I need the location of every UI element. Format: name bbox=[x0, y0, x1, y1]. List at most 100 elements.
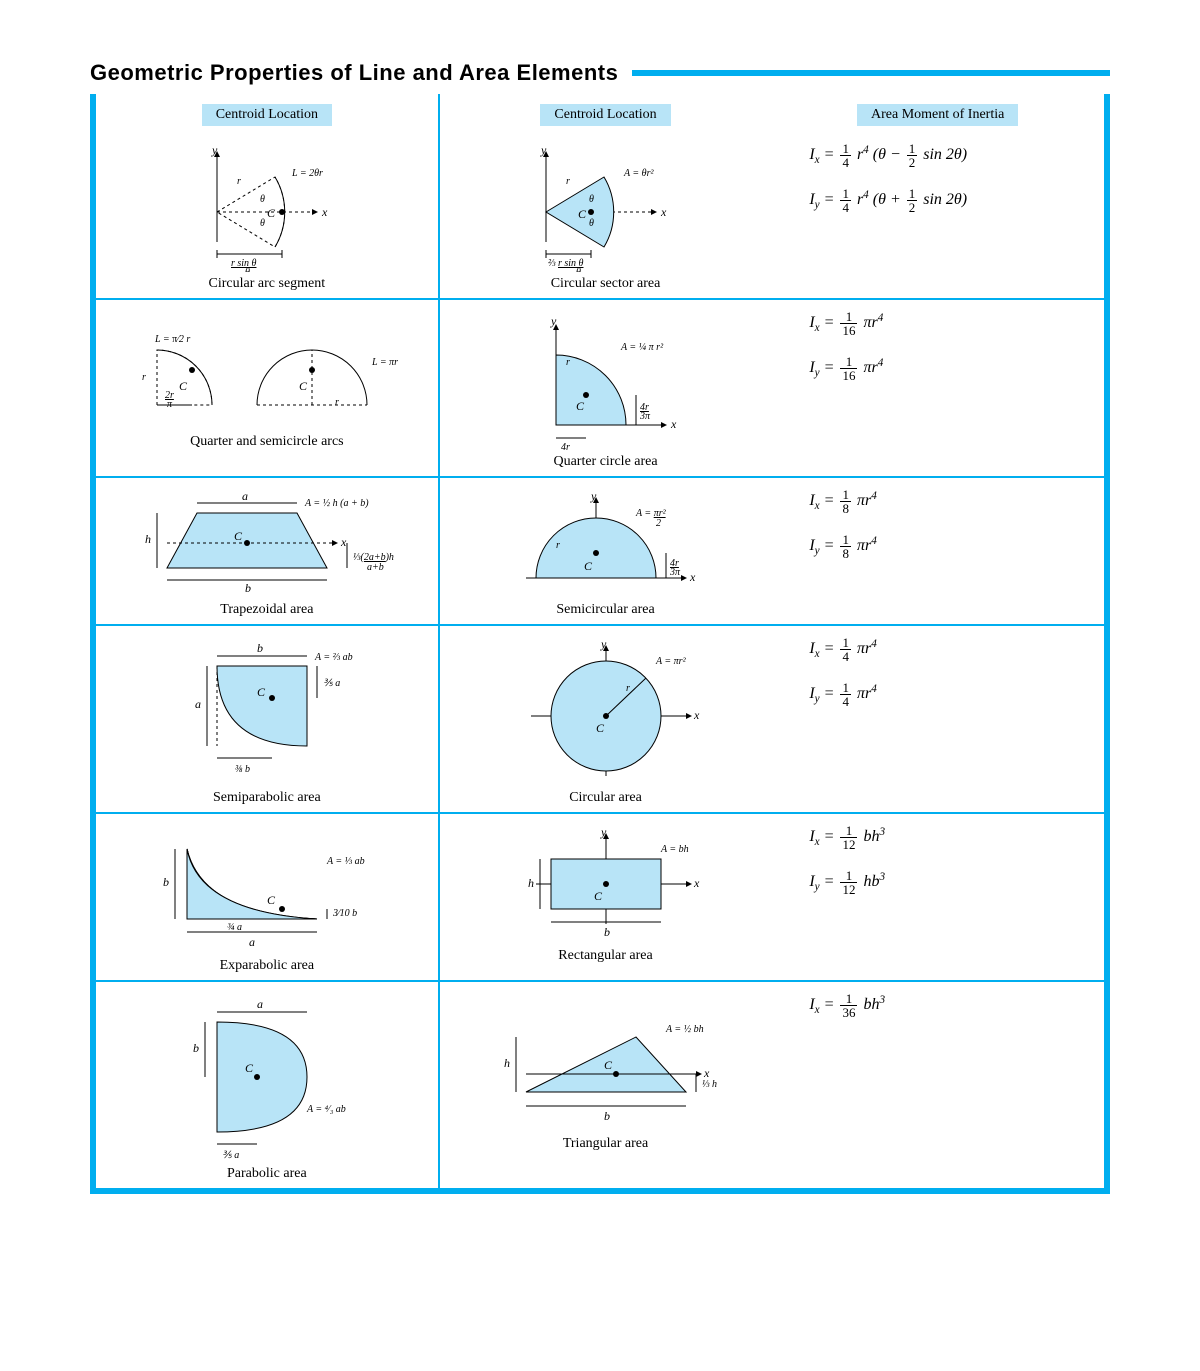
svg-text:2: 2 bbox=[656, 518, 661, 529]
fig-circular-sector: y x r θ θ C A = θr² ⅔ r sin θ bbox=[496, 142, 716, 272]
svg-text:4r: 4r bbox=[561, 442, 570, 450]
fig-circle-area: y x r C A = πr² bbox=[506, 636, 706, 786]
caption: Parabolic area bbox=[104, 1166, 430, 1182]
fig-quarter-semi-arcs: C L = π⁄2 r 2r π C r L = πr r bbox=[117, 310, 417, 430]
fig-circular-arc-segment: y x r θ θ C L = 2θr bbox=[157, 142, 377, 272]
svg-text:r: r bbox=[566, 176, 570, 187]
svg-text:θ: θ bbox=[589, 218, 594, 229]
inertia-formulas-2: Ix = 116 πr4 Iy = 116 πr4 bbox=[779, 310, 1096, 382]
svg-text:L = πr: L = πr bbox=[371, 357, 398, 368]
svg-text:C: C bbox=[604, 1058, 613, 1072]
svg-text:a: a bbox=[242, 489, 248, 503]
row-1: y x r θ θ C L = 2θr bbox=[96, 132, 1104, 299]
fig-triangle: x C h b A = ½ bh ⅓ h bbox=[486, 992, 726, 1132]
svg-text:A = θr²: A = θr² bbox=[623, 168, 654, 179]
svg-text:C: C bbox=[299, 379, 308, 393]
svg-text:y: y bbox=[600, 825, 607, 839]
svg-text:C: C bbox=[234, 529, 243, 543]
svg-text:b: b bbox=[604, 1109, 610, 1123]
col-header-3: Area Moment of Inertia bbox=[857, 104, 1018, 126]
svg-text:a: a bbox=[257, 997, 263, 1011]
inertia-formulas-6: Ix = 136 bh3 bbox=[779, 992, 1096, 1019]
col-header-2: Centroid Location bbox=[540, 104, 670, 126]
svg-text:r: r bbox=[626, 683, 630, 694]
svg-text:h: h bbox=[528, 876, 534, 890]
title-rule bbox=[632, 70, 1110, 76]
fig-trapezoid: C h a b x A = ½ h (a + b) ⅓(2a+b)h a+b bbox=[127, 488, 407, 598]
fig-rectangle: y x C h b A = bh bbox=[496, 824, 716, 944]
svg-text:C: C bbox=[245, 1061, 254, 1075]
svg-text:b: b bbox=[257, 641, 263, 655]
svg-text:⅓ h: ⅓ h bbox=[702, 1079, 717, 1090]
page-title: Geometric Properties of Line and Area El… bbox=[90, 60, 632, 86]
svg-text:b: b bbox=[245, 581, 251, 595]
svg-text:r: r bbox=[335, 397, 339, 408]
inertia-formulas-3: Ix = 18 πr4 Iy = 18 πr4 bbox=[779, 488, 1096, 560]
row-3: C h a b x A = ½ h (a + b) ⅓(2a+b)h a+b bbox=[96, 477, 1104, 625]
svg-text:A = ½ bh: A = ½ bh bbox=[665, 1024, 704, 1035]
svg-text:y: y bbox=[590, 489, 597, 503]
svg-text:⅗ a: ⅗ a bbox=[222, 1150, 239, 1161]
svg-text:C: C bbox=[594, 889, 603, 903]
caption: Circular area bbox=[448, 790, 764, 806]
svg-text:h: h bbox=[145, 532, 151, 546]
svg-text:a+b: a+b bbox=[367, 562, 384, 573]
row-6: C a b A = ⁴⁄₃ ab ⅗ a Parabolic area bbox=[96, 981, 1104, 1188]
col-header-1: Centroid Location bbox=[202, 104, 332, 126]
svg-text:θ: θ bbox=[260, 194, 265, 205]
caption: Exparabolic area bbox=[104, 958, 430, 974]
header-row: Centroid Location Centroid Location Area… bbox=[96, 94, 1104, 132]
svg-text:b: b bbox=[193, 1041, 199, 1055]
svg-text:r: r bbox=[556, 540, 560, 551]
svg-text:A = ⁴⁄₃ ab: A = ⁴⁄₃ ab bbox=[306, 1104, 346, 1115]
svg-text:x: x bbox=[689, 570, 696, 584]
svg-text:A = bh: A = bh bbox=[660, 844, 689, 855]
svg-text:b: b bbox=[163, 875, 169, 889]
svg-text:x: x bbox=[670, 417, 677, 431]
svg-text:L = π⁄2 r: L = π⁄2 r bbox=[154, 334, 190, 345]
svg-text:3π: 3π bbox=[669, 567, 681, 578]
caption: Circular arc segment bbox=[104, 276, 430, 292]
svg-text:θ: θ bbox=[576, 267, 581, 272]
inertia-formulas-4: Ix = 14 πr4 Iy = 14 πr4 bbox=[779, 636, 1096, 708]
svg-text:⅗ a: ⅗ a bbox=[323, 678, 340, 689]
svg-text:A = ⅓ ab: A = ⅓ ab bbox=[326, 856, 365, 867]
svg-text:x: x bbox=[321, 205, 328, 219]
svg-text:A = πr²: A = πr² bbox=[655, 656, 687, 667]
svg-text:r: r bbox=[142, 372, 146, 383]
svg-text:θ: θ bbox=[260, 218, 265, 229]
svg-text:a: a bbox=[195, 697, 201, 711]
fig-quarter-circle-area: y x C r A = ¼ π r² 4r 3π 4r 3π bbox=[506, 310, 706, 450]
properties-table: Centroid Location Centroid Location Area… bbox=[96, 94, 1104, 1188]
svg-text:A = πr²: A = πr² bbox=[635, 508, 667, 519]
svg-text:x: x bbox=[660, 205, 667, 219]
svg-text:C: C bbox=[267, 893, 276, 907]
svg-text:C: C bbox=[584, 559, 593, 573]
svg-text:θ: θ bbox=[589, 194, 594, 205]
caption: Rectangular area bbox=[448, 948, 764, 964]
svg-text:y: y bbox=[550, 314, 557, 328]
caption: Trapezoidal area bbox=[104, 602, 430, 618]
svg-text:y: y bbox=[540, 143, 547, 157]
svg-text:C: C bbox=[576, 399, 585, 413]
svg-text:L = 2θr: L = 2θr bbox=[291, 168, 323, 179]
svg-text:C: C bbox=[596, 721, 605, 735]
svg-text:r: r bbox=[566, 357, 570, 368]
caption: Quarter circle area bbox=[448, 454, 764, 470]
svg-text:C: C bbox=[267, 206, 276, 220]
svg-text:A = ¼ π r²: A = ¼ π r² bbox=[620, 342, 664, 353]
svg-text:C: C bbox=[578, 207, 587, 221]
svg-text:x: x bbox=[340, 535, 347, 549]
svg-text:A = ½ h (a + b): A = ½ h (a + b) bbox=[304, 498, 369, 509]
row-2: C L = π⁄2 r 2r π C r L = πr r bbox=[96, 299, 1104, 477]
fig-semicircle-area: y x C r A = πr² 2 4r 3π bbox=[496, 488, 716, 598]
svg-text:y: y bbox=[211, 143, 218, 157]
caption: Quarter and semicircle arcs bbox=[104, 434, 430, 450]
caption: Semiparabolic area bbox=[104, 790, 430, 806]
svg-text:r sin θ: r sin θ bbox=[231, 258, 257, 269]
row-4: C b a A = ⅔ ab ⅗ a ⅜ b Semiparabolic are… bbox=[96, 625, 1104, 813]
inertia-formulas-1: Ix = 14 r4 (θ − 12 sin 2θ) Iy = 14 r4 (θ… bbox=[779, 142, 1096, 214]
page: Geometric Properties of Line and Area El… bbox=[0, 0, 1200, 1254]
fig-semiparabolic: C b a A = ⅔ ab ⅗ a ⅜ b bbox=[157, 636, 377, 786]
table-frame: Centroid Location Centroid Location Area… bbox=[90, 94, 1110, 1194]
